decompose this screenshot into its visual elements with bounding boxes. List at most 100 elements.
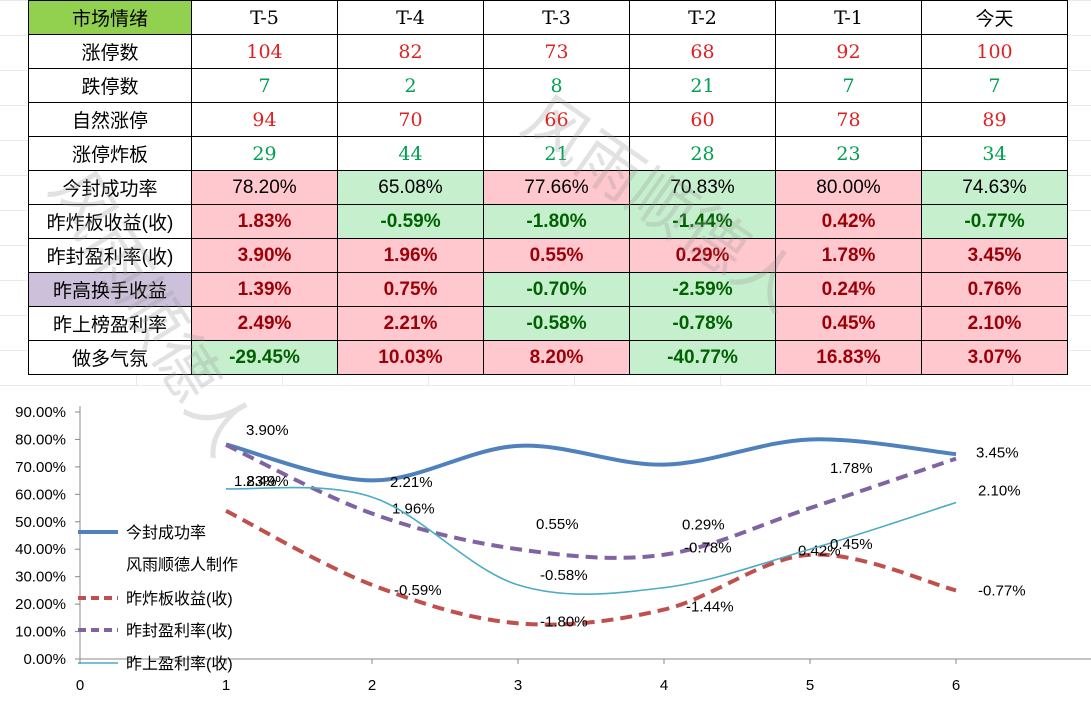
y-tick-label: 50.00% [15,514,66,531]
x-tick-label: 4 [660,677,668,694]
data-label: 3.45% [976,445,1019,462]
column-header: T-4 [337,0,484,35]
table-cell: -0.58% [483,306,630,341]
market-mood-table: 市场情绪 T-5 T-4 T-3 T-2 T-1 今天 涨停数 104 82 73 68 92 100 跌停… [28,0,1068,375]
column-header: T-1 [775,0,922,35]
y-tick-label: 60.00% [15,486,66,503]
line-chart: 0.00% 10.00% 20.00% 30.00% 40.00% 50.00% 60.00… [0,386,1091,704]
y-tick-label: 90.00% [15,404,66,421]
table-cell: 1.96% [337,238,484,273]
table-cell: -0.78% [629,306,776,341]
table-cell: 7 [191,68,338,103]
table-cell: -1.80% [483,204,630,239]
column-header: 今天 [921,0,1068,35]
chart-svg: 0.00% 10.00% 20.00% 30.00% 40.00% 50.00% 60.00… [15,404,1091,694]
data-label: -0.59% [394,582,442,599]
table-cell: 73 [483,34,630,69]
row-label: 昨封盈利率(收) [28,238,192,273]
table-cell: 34 [921,136,1068,171]
data-label: 2.49% [246,473,289,490]
x-tick-label: 5 [806,677,814,694]
table-row: 涨停数 104 82 73 68 92 100 [28,34,1068,69]
table-cell: 3.90% [191,238,338,273]
table-cell: 0.29% [629,238,776,273]
table-cell: -0.59% [337,204,484,239]
table-cell: 21 [629,68,776,103]
x-tick-label: 0 [76,677,84,694]
table-cell: 8.20% [483,340,630,375]
table-cell: 3.07% [921,340,1068,375]
data-label: -1.44% [686,599,734,616]
data-label: 1.83% [234,473,277,490]
table-cell: 7 [775,68,922,103]
table-cell: 68 [629,34,776,69]
table-cell: 16.83% [775,340,922,375]
table-cell: 29 [191,136,338,171]
table-cell: 70 [337,102,484,137]
row-label: 涨停数 [28,34,192,69]
table-cell: 70.83% [629,170,776,205]
row-label: 自然涨停 [28,102,192,137]
row-label: 昨高换手收益 [28,272,192,307]
table-row: 今封成功率 78.20% 65.08% 77.66% 70.83% 80.00% 74.63… [28,170,1068,205]
table-cell: -29.45% [191,340,338,375]
table-cell: -40.77% [629,340,776,375]
table-cell: 0.45% [775,306,922,341]
x-tick-label: 2 [368,677,376,694]
table-cell: 104 [191,34,338,69]
table-cell: 7 [921,68,1068,103]
x-tick-label: 6 [952,677,960,694]
row-label: 涨停炸板 [28,136,192,171]
table-cell: 0.24% [775,272,922,307]
data-label: 0.45% [830,536,873,553]
y-tick-label: 10.00% [15,624,66,641]
table-cell: 2 [337,68,484,103]
column-header: T-2 [629,0,776,35]
table-cell: 60 [629,102,776,137]
table-row: 昨炸板收益(收) 1.83% -0.59% -1.80% -1.44% 0.42% -0.7… [28,204,1068,239]
table-cell: 1.39% [191,272,338,307]
table-cell: 23 [775,136,922,171]
row-label: 昨炸板收益(收) [28,204,192,239]
row-label: 跌停数 [28,68,192,103]
y-tick-label: 30.00% [15,569,66,586]
data-label: 1.78% [830,460,873,477]
table-cell: -0.70% [483,272,630,307]
data-label: -0.77% [978,582,1026,599]
table-cell: 28 [629,136,776,171]
data-label: -1.80% [540,613,588,630]
table-cell: 3.45% [921,238,1068,273]
table-cell: 10.03% [337,340,484,375]
table-cell: 92 [775,34,922,69]
table-cell: 44 [337,136,484,171]
table-cell: 0.75% [337,272,484,307]
table-cell: 8 [483,68,630,103]
row-label: 昨上榜盈利率 [28,306,192,341]
table-title: 市场情绪 [28,0,192,35]
table-cell: 82 [337,34,484,69]
data-label: 2.10% [978,483,1021,500]
table-cell: 1.83% [191,204,338,239]
series-line [225,443,957,560]
x-tick-label: 1 [222,677,230,694]
legend-entry: 昨上盈利率(收) [126,655,233,673]
data-label: 0.55% [536,516,579,533]
table-cell: 0.76% [921,272,1068,307]
table-cell: 78.20% [191,170,338,205]
table-cell: 100 [921,34,1068,69]
series-line [225,437,957,483]
data-label: 1.96% [392,501,435,518]
table-cell: 80.00% [775,170,922,205]
legend-entry: 风雨顺德人制作 [126,556,238,574]
table-cell: -1.44% [629,204,776,239]
table-cell: 89 [921,102,1068,137]
table-cell: 2.10% [921,306,1068,341]
y-tick-label: 80.00% [15,431,66,448]
table-cell: 2.49% [191,306,338,341]
table-cell: 94 [191,102,338,137]
column-header: T-5 [191,0,338,35]
table-row: 自然涨停 94 70 66 60 78 89 [28,102,1068,137]
y-tick-label: 70.00% [15,459,66,476]
series-line [225,486,957,596]
data-label: 0.29% [682,517,725,534]
